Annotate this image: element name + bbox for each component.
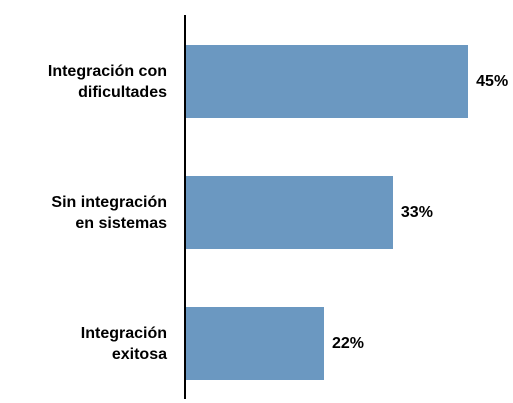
bar: [186, 176, 393, 249]
category-axis: [184, 15, 186, 399]
category-label: Sin integración en sistemas: [51, 193, 167, 232]
bar: [186, 45, 469, 118]
value-label: 33%: [400, 203, 433, 221]
category-label: Integración exitosa: [80, 324, 167, 363]
bar: [186, 307, 324, 380]
value-label: 45%: [476, 72, 509, 90]
category-label: Integración con dificultades: [47, 62, 167, 101]
value-label: 22%: [331, 334, 364, 352]
